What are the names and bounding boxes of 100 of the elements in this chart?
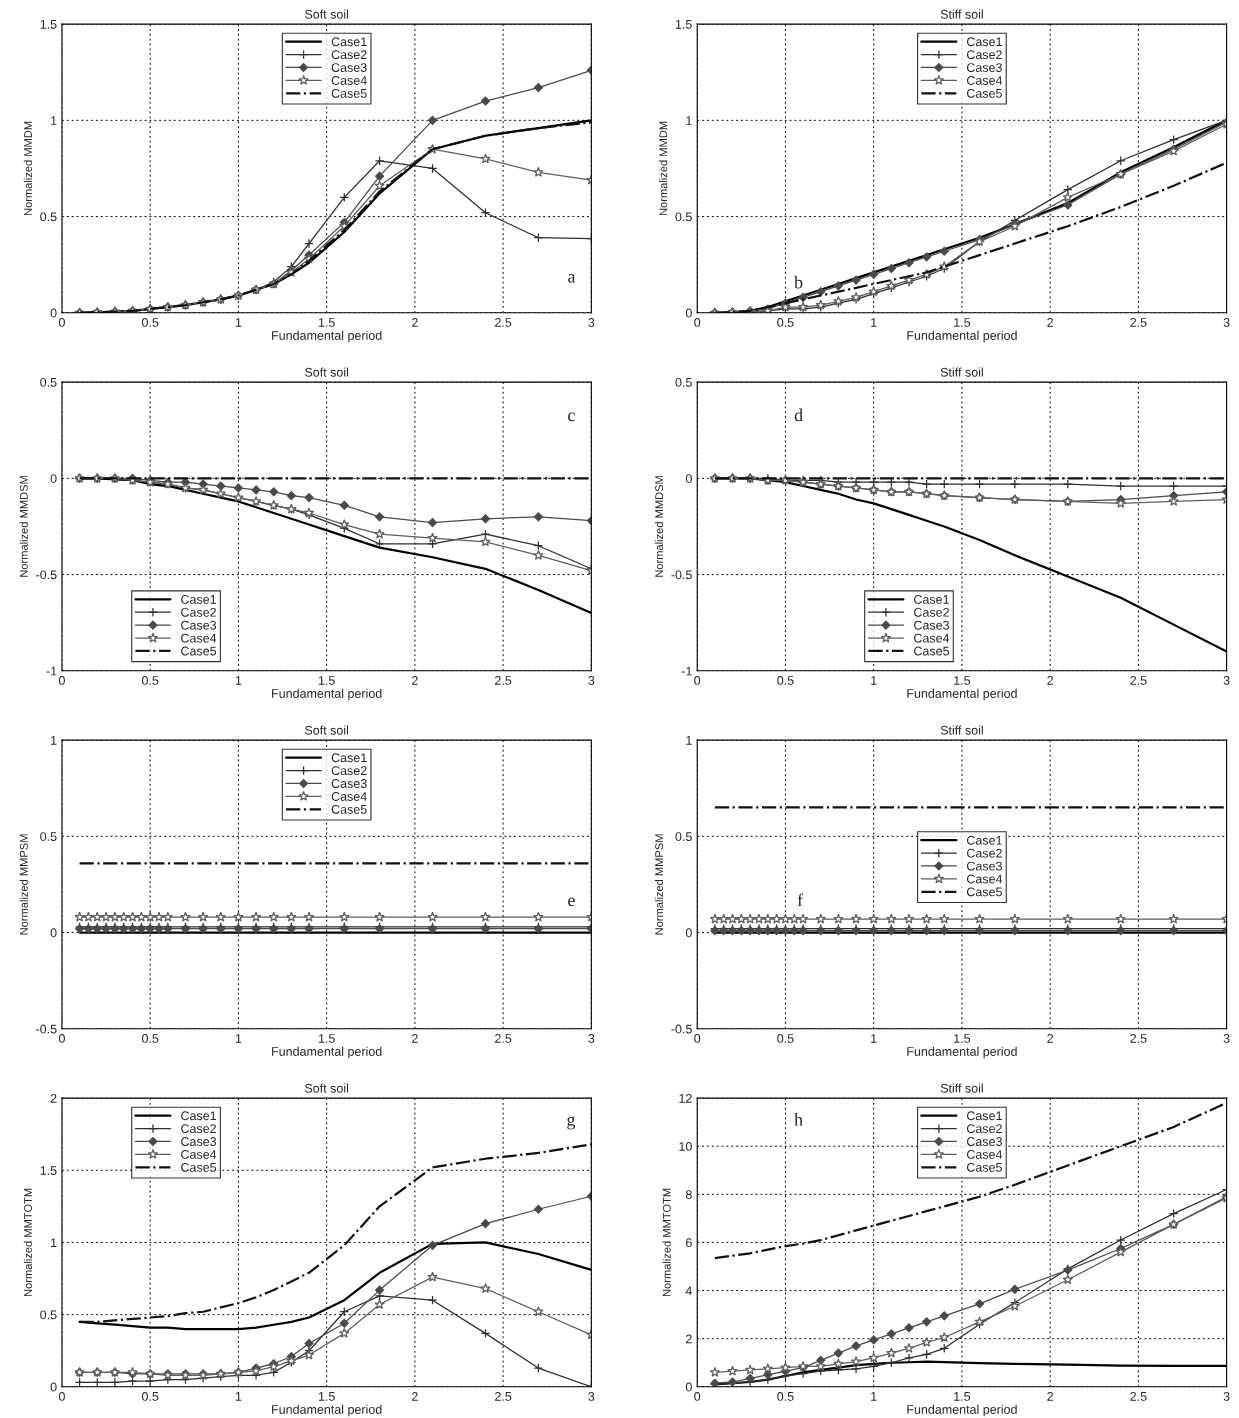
legend-label: Case4 <box>966 874 1003 884</box>
x-tick-label: 3 <box>1223 1034 1230 1043</box>
x-tick-label: 3 <box>1223 676 1230 685</box>
x-tick-label: 3 <box>588 676 595 685</box>
legend-label: Case3 <box>331 63 367 72</box>
legend-label: Case2 <box>966 50 1002 60</box>
x-tick-label: 0.5 <box>141 1392 159 1401</box>
legend-label: Case3 <box>914 620 949 630</box>
legend-label: Case2 <box>181 1124 216 1134</box>
y-axis-title: Normalized MMPSM <box>654 834 664 935</box>
legend-label: Case4 <box>914 633 950 643</box>
legend-label: Case2 <box>331 766 367 776</box>
x-tick-label: 0 <box>694 1034 701 1043</box>
x-tick-label: 0.5 <box>141 318 159 327</box>
x-tick-label: 1.5 <box>318 1034 335 1043</box>
y-tick-label: -0.5 <box>36 570 57 580</box>
x-tick-label: 1.5 <box>318 318 335 327</box>
y-axis-title: Normalized MMDM <box>659 121 668 216</box>
x-tick-label: 1.5 <box>954 1392 971 1401</box>
x-tick-label: 2.5 <box>495 1034 512 1043</box>
x-tick-label: 2 <box>1047 676 1053 685</box>
x-axis-title: Fundamental period <box>907 1404 1017 1417</box>
x-tick-label: 3 <box>1223 1392 1230 1401</box>
legend-label: Case3 <box>181 1137 217 1146</box>
y-tick-label: 2 <box>50 1093 57 1103</box>
x-tick-label: 1 <box>235 1392 242 1401</box>
y-tick-label: 1 <box>51 736 57 745</box>
y-tick-label: 0 <box>50 928 57 938</box>
legend-label: Case3 <box>331 779 367 788</box>
x-tick-label: 2 <box>412 318 418 327</box>
y-tick-label: 1.5 <box>40 20 57 29</box>
y-tick-label: 0.5 <box>675 377 692 387</box>
legend-label: Case3 <box>966 1137 1002 1146</box>
x-tick-label: 0 <box>694 318 701 327</box>
legend-label: Case1 <box>181 594 216 604</box>
y-tick-label: 8 <box>685 1190 692 1199</box>
x-tick-label: 2.5 <box>495 1392 512 1401</box>
x-tick-label: 3 <box>588 1392 595 1401</box>
x-tick-label: 2.5 <box>1130 1392 1147 1401</box>
y-axis-title: Normalized MMPSM <box>19 834 28 935</box>
y-axis-title: Normalized MMTOTM <box>662 1188 671 1297</box>
x-tick-label: 3 <box>1223 318 1230 327</box>
x-tick-label: 2.5 <box>1130 318 1147 327</box>
y-tick-label: 0 <box>50 1382 57 1392</box>
x-tick-label: 0.5 <box>777 1034 794 1043</box>
x-axis-title: Fundamental period <box>272 1404 382 1417</box>
chart-title: Soft soil <box>304 367 349 377</box>
legend-label: Case1 <box>181 1111 216 1121</box>
x-tick-label: 2 <box>1047 1392 1053 1401</box>
legend-label: Case3 <box>181 620 217 630</box>
x-tick-label: 2 <box>412 1034 418 1043</box>
y-tick-label: -0.5 <box>36 1024 57 1034</box>
legend-label: Case4 <box>331 76 367 85</box>
x-tick-label: 1 <box>235 676 242 685</box>
y-tick-label: 1 <box>51 116 57 125</box>
legend-label: Case1 <box>966 1111 1002 1121</box>
legend-label: Case2 <box>181 607 216 617</box>
y-tick-label: 1.5 <box>40 1166 57 1175</box>
y-tick-label: 0 <box>685 308 692 318</box>
x-tick-label: 0 <box>694 676 701 685</box>
x-tick-label: 2 <box>412 676 418 685</box>
x-tick-label: 1 <box>235 318 242 327</box>
annotation: g <box>567 1116 576 1130</box>
y-tick-label: -0.5 <box>671 570 692 580</box>
y-tick-label: 1.5 <box>675 20 692 29</box>
y-tick-label: 0 <box>50 308 57 318</box>
y-axis-title: Normalized MMDSM <box>19 476 28 577</box>
y-tick-label: 1 <box>686 116 692 125</box>
y-tick-label: 1 <box>686 736 692 745</box>
y-tick-label: 0 <box>685 1382 692 1392</box>
legend-label: Case2 <box>966 1124 1002 1134</box>
x-tick-label: 3 <box>588 318 595 327</box>
legend-label: Case5 <box>331 88 367 98</box>
chart-title: Stiff soil <box>940 725 983 735</box>
chart-title: Soft soil <box>304 9 349 19</box>
x-tick-label: 0.5 <box>141 676 159 685</box>
y-tick-label: 2 <box>686 1334 692 1344</box>
legend-label: Case3 <box>966 63 1002 72</box>
y-tick-label: 6 <box>686 1238 692 1248</box>
legend-label: Case2 <box>331 50 367 60</box>
annotation: d <box>794 408 803 422</box>
x-tick-label: 2 <box>1047 318 1053 327</box>
legend-label: Case2 <box>914 607 949 617</box>
y-tick-label: 0.5 <box>40 212 57 222</box>
x-axis-title: Fundamental period <box>907 688 1017 701</box>
legend-label: Case4 <box>181 1150 217 1159</box>
x-tick-label: 2 <box>412 1392 418 1401</box>
x-tick-label: 2.5 <box>1130 676 1147 685</box>
legend-label: Case4 <box>331 792 367 801</box>
y-tick-label: -1 <box>46 666 57 676</box>
y-tick-label: -1 <box>681 666 692 676</box>
x-tick-label: 1 <box>871 1392 877 1401</box>
x-tick-label: 1 <box>871 318 877 327</box>
x-tick-label: 0 <box>58 1034 65 1043</box>
annotation: b <box>794 275 803 289</box>
y-tick-label: -0.5 <box>671 1024 692 1034</box>
y-tick-label: 10 <box>679 1142 692 1151</box>
legend-label: Case3 <box>966 861 1002 871</box>
legend-label: Case5 <box>331 804 367 814</box>
x-tick-label: 2.5 <box>495 318 512 327</box>
